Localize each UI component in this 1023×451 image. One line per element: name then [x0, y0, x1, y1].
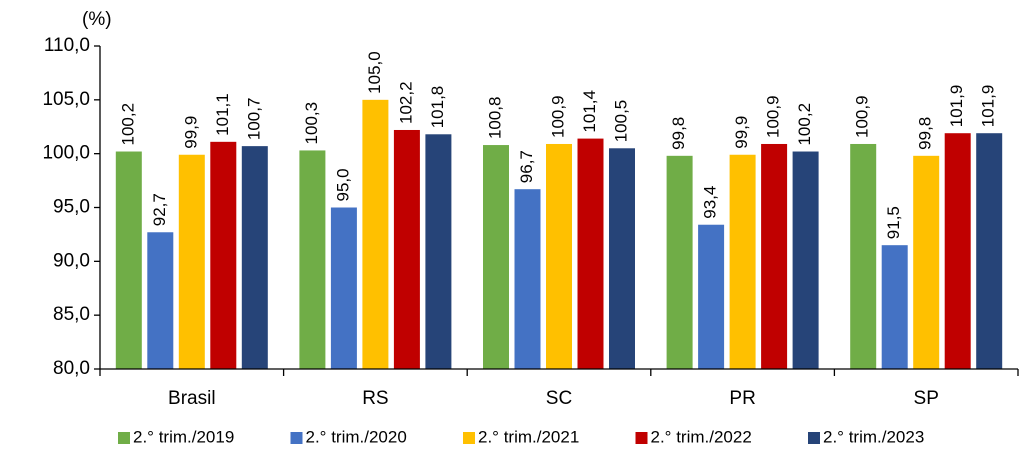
value-label: 101,9: [979, 85, 998, 128]
value-label: 100,9: [764, 95, 783, 138]
value-label: 100,8: [485, 97, 504, 140]
bar: [241, 146, 268, 369]
x-tick-label: PR: [729, 388, 755, 409]
legend-swatch: [463, 432, 475, 444]
bar: [666, 155, 693, 369]
value-label: 101,9: [947, 85, 966, 128]
y-tick-label: 90,0: [53, 250, 90, 271]
bar: [425, 134, 452, 369]
bar: [210, 141, 237, 369]
legend-swatch: [635, 432, 648, 444]
value-label: 100,9: [853, 95, 872, 138]
bar: [393, 129, 420, 369]
bar: [761, 143, 788, 369]
y-tick-label: 95,0: [53, 197, 90, 218]
x-tick-label: Brasil: [168, 388, 216, 409]
value-label: 100,5: [611, 100, 630, 143]
bar: [483, 145, 509, 369]
bar: [546, 143, 572, 369]
legend-label: 2.° trim./2019: [133, 427, 234, 446]
value-label: 100,2: [795, 103, 814, 146]
legend-label: 2.° trim./2022: [651, 427, 752, 446]
bar: [577, 138, 604, 369]
bar: [881, 245, 908, 369]
bar: [115, 151, 142, 369]
bar: [147, 232, 174, 369]
legend-swatch: [808, 432, 820, 444]
value-label: 100,7: [244, 98, 263, 141]
legend-label: 2.° trim./2021: [478, 427, 579, 446]
bar: [792, 151, 819, 369]
legend-swatch: [290, 432, 303, 444]
y-tick-label: 80,0: [53, 358, 90, 379]
y-axis-label: (%): [82, 9, 112, 30]
value-label: 101,4: [580, 90, 599, 133]
value-label: 101,1: [213, 93, 232, 136]
legend-label: 2.° trim./2023: [823, 427, 924, 446]
value-label: 99,9: [732, 116, 751, 149]
bar: [698, 224, 725, 369]
y-tick-label: 85,0: [53, 304, 90, 325]
value-label: 100,9: [548, 95, 567, 138]
x-tick-label: RS: [362, 388, 388, 409]
bar: [362, 99, 389, 369]
y-tick-label: 105,0: [42, 89, 90, 110]
bar: [850, 143, 877, 369]
bar: [514, 189, 541, 369]
legend-swatch: [118, 432, 130, 444]
value-label: 95,0: [333, 168, 352, 201]
x-tick-label: SC: [546, 388, 572, 409]
value-label: 96,7: [517, 150, 536, 183]
bar: [913, 155, 940, 369]
value-label: 99,9: [181, 116, 200, 149]
y-tick-label: 100,0: [42, 143, 90, 164]
bar: [976, 133, 1003, 369]
value-label: 92,7: [150, 193, 169, 226]
value-label: 102,2: [396, 81, 415, 124]
value-label: 100,3: [302, 102, 321, 145]
value-label: 99,8: [916, 117, 935, 150]
x-tick-label: SP: [914, 388, 939, 409]
legend-label: 2.° trim./2020: [306, 427, 407, 446]
bar: [178, 154, 205, 369]
y-tick-label: 110,0: [44, 35, 90, 56]
value-label: 105,0: [365, 51, 384, 94]
bar: [330, 207, 357, 369]
value-label: 93,4: [701, 186, 720, 219]
value-label: 99,8: [669, 117, 688, 150]
bar: [944, 133, 971, 369]
value-label: 100,2: [118, 103, 137, 146]
value-label: 91,5: [884, 206, 903, 239]
value-label: 101,8: [428, 86, 447, 129]
bar: [729, 154, 756, 369]
bar: [609, 148, 635, 369]
bar: [299, 150, 326, 369]
